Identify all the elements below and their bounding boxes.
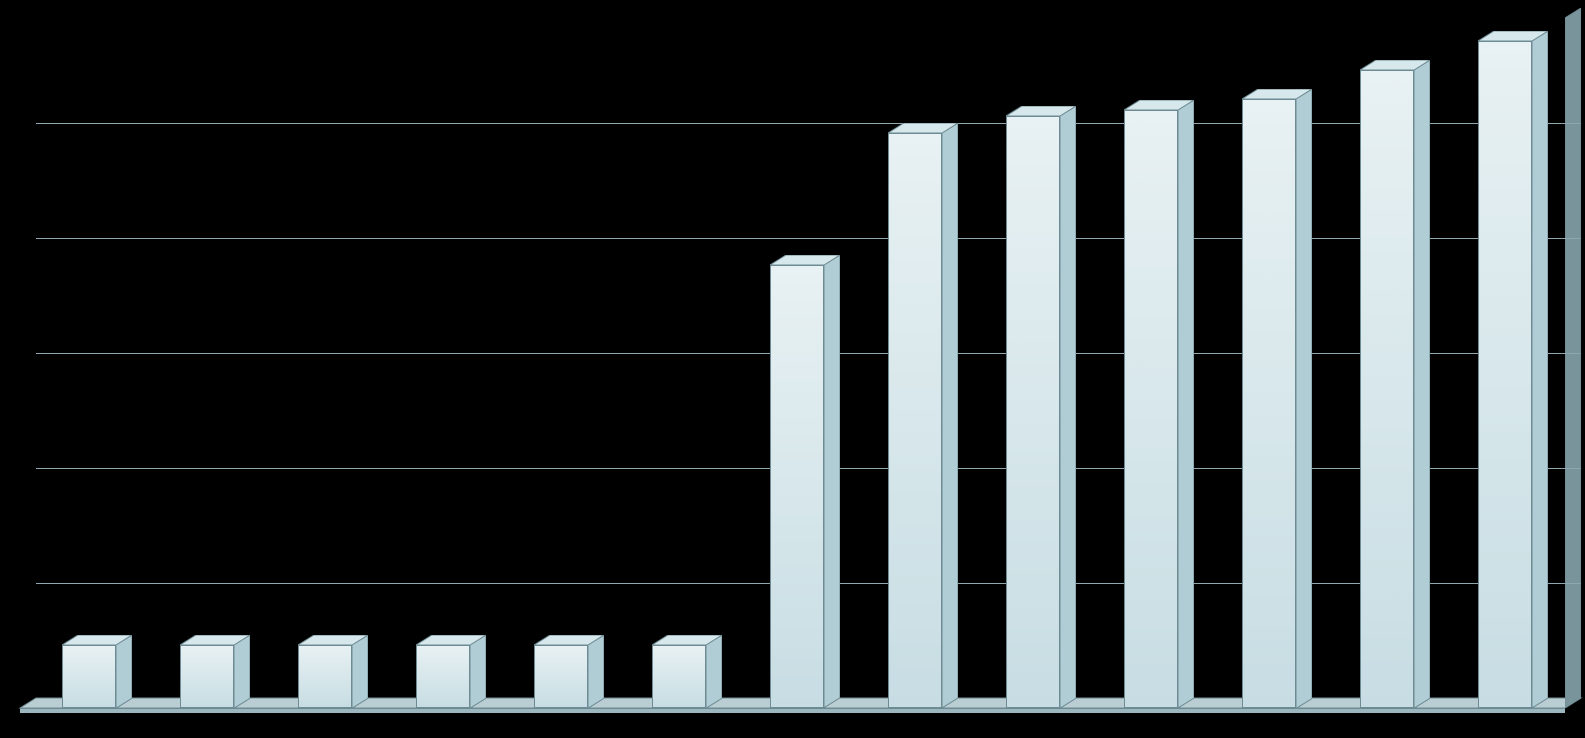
bar-side [116,635,132,708]
bar [298,635,368,708]
bar-side [1296,89,1312,709]
bar-front [1478,41,1532,708]
bar-top [1360,60,1430,70]
bar-top [770,255,840,265]
bar-top [1124,100,1194,110]
bar [770,255,840,708]
bar-front [1006,116,1060,708]
bar-side [1178,100,1194,708]
bar-top [298,635,368,645]
bar [1242,89,1312,709]
bar-top [888,123,958,133]
bar [1006,106,1076,708]
bar-front [770,265,824,708]
bar-front [180,645,234,708]
bar-top [652,635,722,645]
bar-front [62,645,116,708]
bar [534,635,604,708]
bar-side [352,635,368,708]
bar-side [706,635,722,708]
bar-top [180,635,250,645]
gridline [36,238,1581,239]
gridline [36,123,1581,124]
bar-top [62,635,132,645]
bar [652,635,722,708]
plot-right-wall [1565,8,1581,708]
bar-side [1060,106,1076,708]
bar-top [1478,31,1548,41]
bar [1360,60,1430,708]
bar-front [298,645,352,708]
bar-top [1242,89,1312,99]
bar-side [470,635,486,708]
bar-top [416,635,486,645]
bar [62,635,132,708]
bar-side [1414,60,1430,708]
bar [416,635,486,708]
bar-front [1242,99,1296,709]
bar-side [824,255,840,708]
bar-front [416,645,470,708]
bar [180,635,250,708]
bar-side [234,635,250,708]
bar [1124,100,1194,708]
plot-floor-front [20,708,1565,713]
bar-side [1532,31,1548,708]
bar [888,123,958,708]
bar-front [534,645,588,708]
bar-side [942,123,958,708]
bar-front [652,645,706,708]
bar-side [588,635,604,708]
bar-top [1006,106,1076,116]
bar-front [888,133,942,708]
bar-top [534,635,604,645]
bar-chart-3d [0,0,1585,738]
bar-front [1360,70,1414,708]
bar-front [1124,110,1178,708]
bar [1478,31,1548,708]
